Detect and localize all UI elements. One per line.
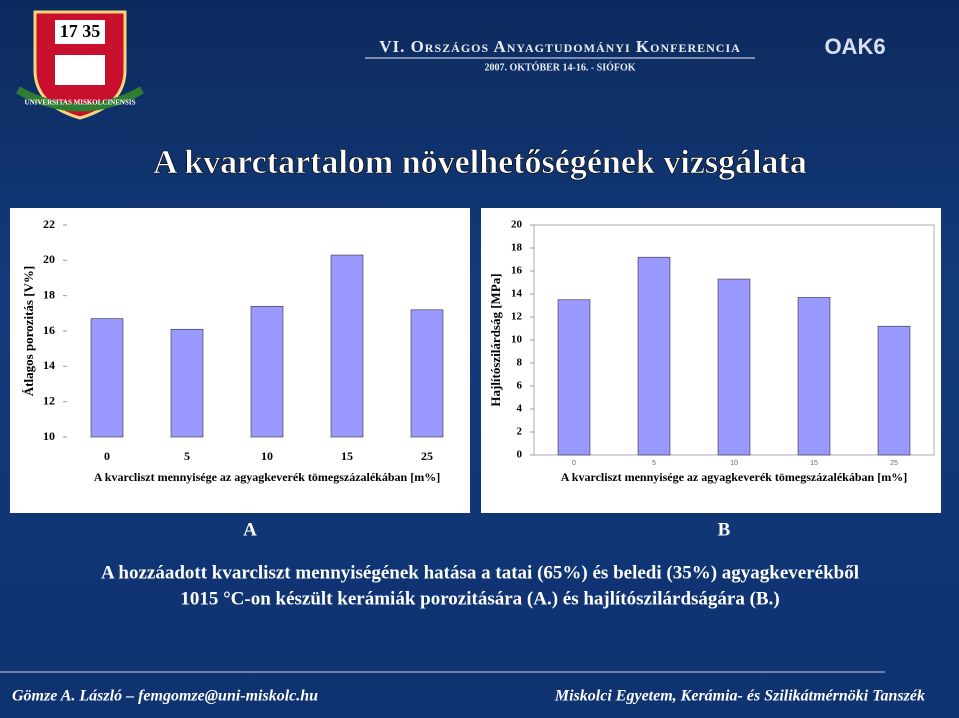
bar: [717, 278, 751, 456]
bar: [90, 318, 124, 438]
y-tick-label: 2: [517, 426, 523, 438]
y-axis-label: Átlagos porozitás [V%]: [21, 266, 36, 396]
logo-castle: [55, 55, 105, 85]
y-tick-label: 16: [43, 323, 55, 337]
y-tick-label: 8: [517, 357, 523, 369]
caption-line: 1015 °C-on készült kerámiák porozitására…: [180, 588, 779, 609]
bar: [330, 254, 364, 438]
x-tick-label: 25: [890, 460, 898, 467]
x-tick-label: 10: [261, 449, 273, 463]
y-tick-label: 0: [517, 449, 523, 461]
y-tick-label: 14: [43, 358, 55, 372]
footer-author: Gömze A. László – femgomze@uni-miskolc.h…: [12, 688, 318, 705]
bar: [170, 328, 204, 438]
badge: OAK6: [824, 34, 885, 59]
y-tick-label: 22: [43, 217, 55, 231]
x-axis-label: A kvarcliszt mennyisége az agyagkeverék …: [560, 470, 908, 484]
x-tick-label: 5: [652, 460, 656, 467]
caption-line: A hozzáadott kvarcliszt mennyiségének ha…: [101, 562, 859, 583]
y-tick-label: 6: [517, 380, 523, 392]
y-tick-label: 18: [43, 287, 55, 301]
bar: [250, 305, 284, 438]
y-tick-label: 12: [43, 393, 55, 407]
conference-name: VI. Országos Anyagtudományi Konferencia: [379, 37, 741, 56]
logo-year: 17 35: [60, 21, 101, 41]
x-tick-label: 10: [730, 460, 738, 467]
chart-panel: [481, 208, 941, 513]
bar: [637, 256, 671, 456]
conference-date: 2007. október 14-16. - Siófok: [484, 61, 635, 73]
y-tick-label: 20: [511, 219, 523, 231]
y-tick-label: 14: [511, 288, 523, 300]
x-tick-label: 0: [104, 449, 110, 463]
y-tick-label: 10: [43, 429, 55, 443]
y-tick-label: 18: [511, 242, 523, 254]
x-axis-label: A kvarcliszt mennyisége az agyagkeverék …: [93, 470, 441, 484]
logo-plate: [55, 20, 105, 44]
bar: [410, 309, 444, 438]
y-axis-label: Hajlítószilárdság [MPa]: [488, 273, 503, 406]
footer-institution: Miskolci Egyetem, Kerámia- és Szilikátmé…: [554, 688, 925, 705]
x-tick-label: 15: [341, 449, 353, 463]
bar: [557, 299, 591, 456]
y-tick-label: 10: [511, 334, 523, 346]
panel-label: A: [243, 519, 257, 540]
panel-label: B: [718, 519, 731, 540]
bar: [797, 297, 831, 456]
title: A kvarctartalom növelhetőségének vizsgál…: [153, 144, 807, 181]
x-tick-label: 25: [421, 449, 433, 463]
x-tick-label: 5: [184, 449, 190, 463]
x-tick-label: 0: [572, 460, 576, 467]
y-tick-label: 4: [517, 403, 523, 415]
logo-motto: UNIVERSITAS MISKOLCINENSIS: [25, 99, 136, 107]
y-tick-label: 12: [511, 311, 523, 323]
bar: [877, 325, 911, 456]
chart-panel: [10, 208, 470, 513]
x-tick-label: 15: [810, 460, 818, 467]
y-tick-label: 16: [511, 265, 523, 277]
logo-wreath: [16, 86, 144, 112]
y-tick-label: 20: [43, 252, 55, 266]
